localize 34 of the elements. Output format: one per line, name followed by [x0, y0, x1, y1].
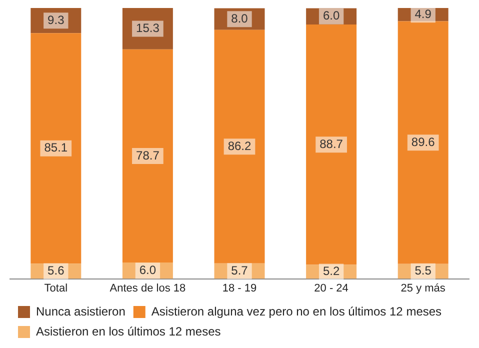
- legend-label: Asistieron en los últimos 12 meses: [36, 324, 221, 338]
- bar: [398, 21, 448, 264]
- data-label: 86.2: [228, 138, 252, 153]
- bar: [306, 264, 357, 279]
- x-tick-label: Total: [44, 282, 68, 294]
- data-label: 6.0: [139, 262, 156, 277]
- data-label: 5.6: [48, 264, 65, 278]
- x-tick-label: 20 - 24: [314, 282, 348, 294]
- bar: [398, 8, 448, 22]
- data-label: 4.9: [414, 6, 432, 21]
- data-label: 15.3: [136, 21, 160, 36]
- x-tick-label: 25 y más: [400, 282, 446, 294]
- bar: [122, 8, 173, 50]
- x-tick-label: Antes de los 18: [110, 282, 186, 294]
- data-label: 85.1: [44, 140, 68, 155]
- data-label: 89.6: [411, 134, 436, 149]
- data-label: 5.7: [231, 263, 248, 278]
- bar: [306, 8, 357, 25]
- bar: [30, 8, 82, 34]
- bar: [214, 8, 265, 30]
- bar: [30, 264, 82, 279]
- bar: [122, 262, 173, 279]
- data-label: 5.2: [322, 264, 340, 278]
- x-tick-label: 18 - 19: [222, 282, 257, 294]
- data-label: 88.7: [320, 136, 344, 151]
- data-label: 8.0: [231, 11, 248, 26]
- data-label: 5.5: [414, 264, 432, 278]
- legend-label: Asistieron alguna vez pero no en los últimos 12 meses: [151, 304, 442, 318]
- bar: [30, 33, 82, 264]
- bar: [214, 30, 265, 264]
- data-label: 9.3: [48, 12, 65, 27]
- legend-label: Nunca asistieron: [36, 304, 126, 318]
- data-label: 78.7: [136, 148, 160, 162]
- data-label: 6.0: [322, 8, 340, 23]
